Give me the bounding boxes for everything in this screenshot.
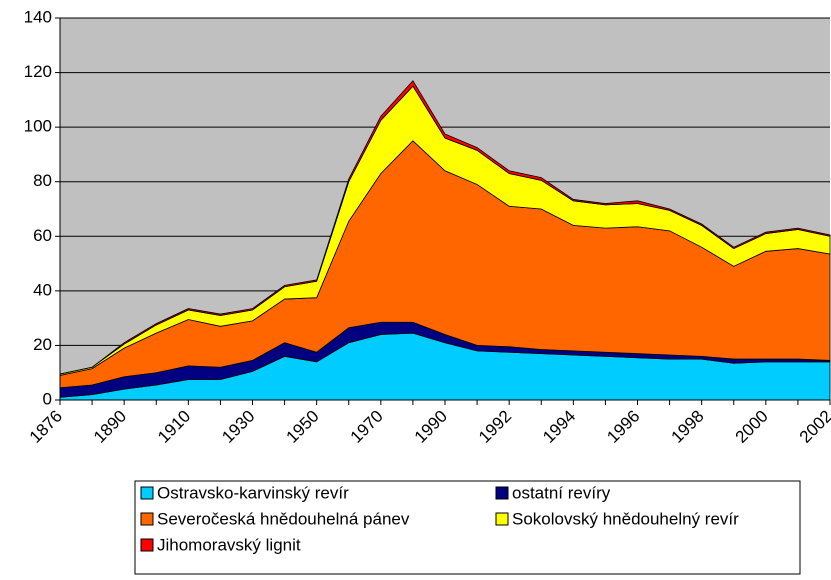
legend-label: Sokolovský hnědouhelný revír [512, 509, 739, 528]
x-tick-label: 1970 [347, 407, 387, 447]
y-tick-label: 140 [24, 7, 52, 26]
x-tick-label: 1992 [475, 407, 515, 447]
legend-swatch [140, 486, 154, 500]
x-tick-label: 2002 [796, 407, 831, 447]
x-tick-label: 1950 [282, 407, 322, 447]
legend-label: Severočeská hnědouhelná pánev [157, 509, 410, 528]
x-tick-label: 1876 [26, 407, 66, 447]
x-tick-label: 1994 [539, 407, 579, 447]
x-tick-label: 1910 [154, 407, 194, 447]
x-tick-label: 1990 [411, 407, 451, 447]
x-tick-label: 2000 [732, 407, 772, 447]
legend-box [134, 480, 801, 575]
legend-label: Jihomoravský lignit [157, 535, 301, 554]
y-tick-label: 0 [43, 389, 52, 408]
legend-swatch [495, 486, 509, 500]
y-tick-label: 20 [33, 335, 52, 354]
y-tick-label: 60 [33, 226, 52, 245]
y-tick-label: 100 [24, 117, 52, 136]
area [59, 80, 831, 375]
y-tick-label: 120 [24, 62, 52, 81]
x-tick-label: 1998 [667, 407, 707, 447]
legend-swatch [140, 512, 154, 526]
x-tick-label: 1996 [603, 407, 643, 447]
x-tick-label: 1890 [90, 407, 130, 447]
legend-label: Ostravsko-karvinský revír [157, 483, 349, 502]
y-tick-label: 80 [33, 171, 52, 190]
x-tick-label: 1930 [218, 407, 258, 447]
legend-label: ostatní revíry [512, 483, 611, 502]
legend-swatch [495, 512, 509, 526]
legend-swatch [140, 538, 154, 552]
y-tick-label: 40 [33, 280, 52, 299]
